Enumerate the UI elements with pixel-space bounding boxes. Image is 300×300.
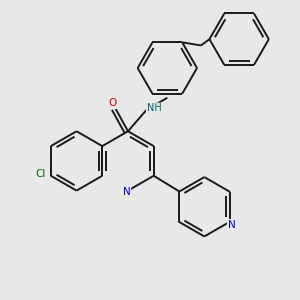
- Text: NH: NH: [147, 103, 162, 113]
- Text: O: O: [108, 98, 116, 108]
- Text: N: N: [228, 220, 236, 230]
- Text: N: N: [122, 187, 130, 197]
- Text: Cl: Cl: [36, 169, 46, 179]
